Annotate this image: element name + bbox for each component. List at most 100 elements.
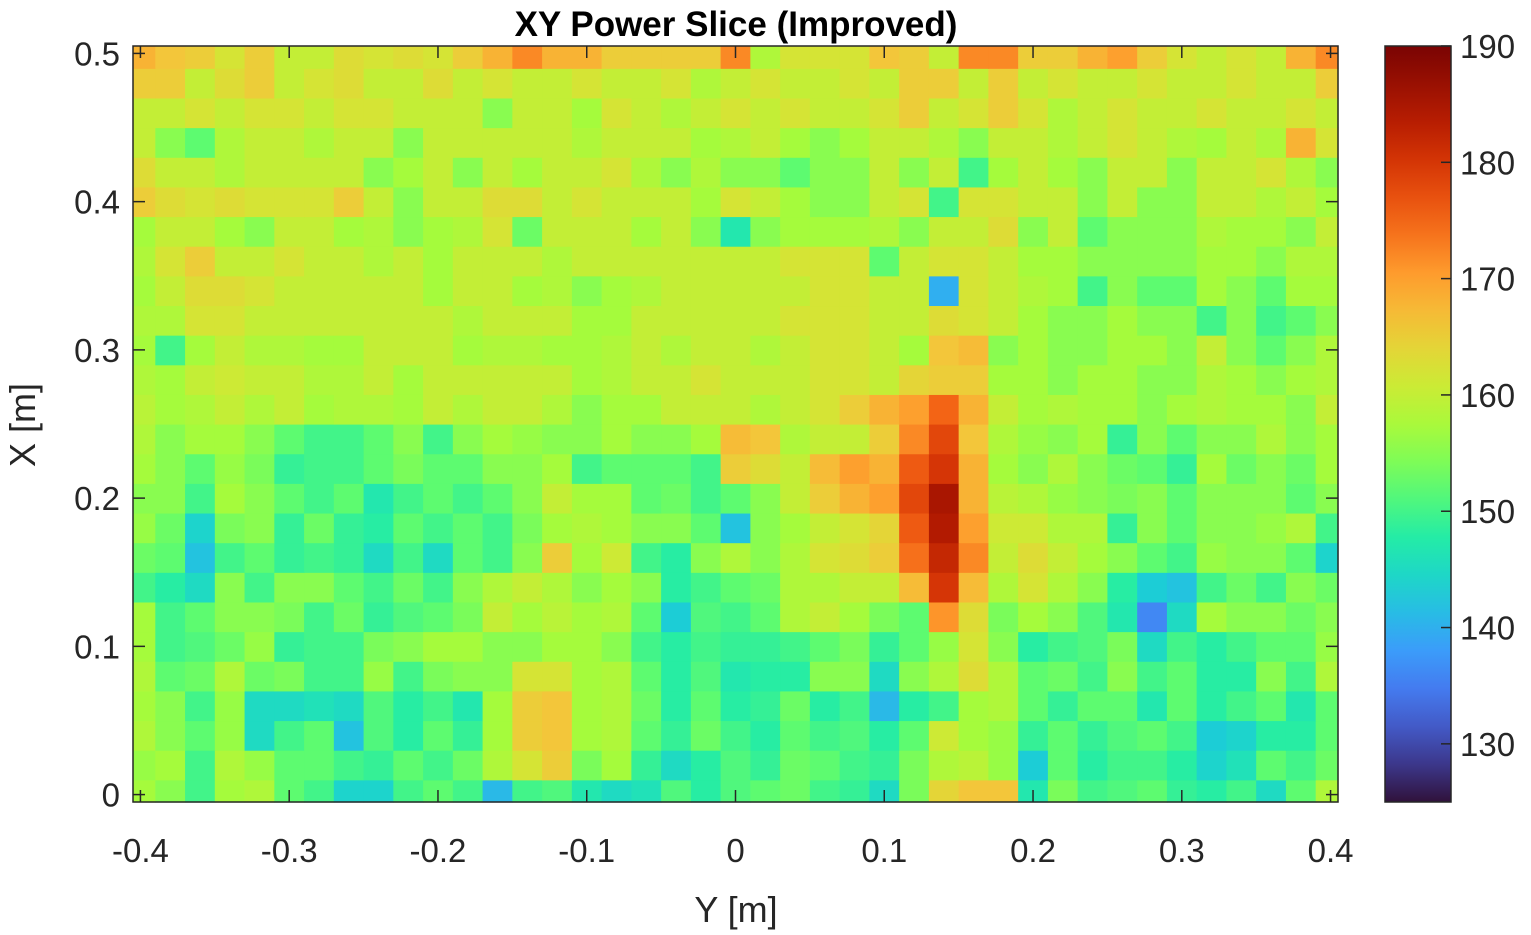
- heatmap-cell: [1226, 127, 1257, 158]
- heatmap-cell: [363, 424, 394, 455]
- heatmap-cell: [244, 305, 275, 336]
- heatmap-cell: [1285, 453, 1317, 484]
- heatmap-cell: [1166, 542, 1198, 573]
- heatmap-cell: [1285, 246, 1317, 277]
- heatmap-cell: [1285, 68, 1317, 99]
- x-tick-label: 0.4: [1308, 832, 1354, 869]
- heatmap-cell: [214, 690, 246, 722]
- heatmap-cell: [1077, 275, 1109, 307]
- heatmap-cell: [423, 394, 454, 425]
- heatmap-cell: [899, 97, 930, 129]
- heatmap-cell: [1196, 572, 1228, 603]
- heatmap-cell: [482, 542, 513, 573]
- heatmap-cell: [452, 335, 484, 366]
- heatmap-cell: [274, 335, 305, 366]
- heatmap-cell: [542, 661, 573, 692]
- heatmap-cell: [661, 68, 692, 99]
- heatmap-cell: [304, 68, 335, 99]
- heatmap-cell: [839, 246, 870, 277]
- heatmap-cell: [1196, 335, 1228, 366]
- heatmap-cell: [333, 186, 365, 218]
- heatmap-cell: [185, 453, 216, 484]
- heatmap-cell: [423, 572, 454, 603]
- heatmap-cell: [1256, 186, 1287, 218]
- heatmap-cell: [1315, 720, 1339, 751]
- heatmap-cell: [1285, 424, 1317, 455]
- heatmap-cell: [244, 46, 275, 69]
- heatmap-cell: [601, 631, 632, 662]
- heatmap-cell: [452, 424, 484, 455]
- heatmap-cell: [304, 750, 335, 781]
- heatmap-cell: [542, 305, 573, 336]
- heatmap-cell: [899, 46, 930, 69]
- heatmap-cell: [571, 631, 603, 662]
- heatmap-cell: [690, 186, 722, 218]
- heatmap-cell: [214, 631, 246, 662]
- heatmap-cell: [333, 483, 365, 514]
- heatmap-cell: [928, 631, 960, 662]
- heatmap-cell: [214, 68, 246, 99]
- heatmap-cell: [542, 127, 573, 158]
- heatmap-cell: [720, 453, 751, 484]
- heatmap-cell: [155, 572, 186, 603]
- heatmap-cell: [1077, 46, 1109, 69]
- heatmap-cell: [809, 46, 841, 69]
- heatmap-cell: [1018, 720, 1049, 751]
- heatmap-cell: [809, 186, 841, 218]
- heatmap-cell: [214, 394, 246, 425]
- heatmap-cell: [750, 46, 781, 69]
- colorbar-tick-label: 180: [1460, 144, 1515, 181]
- heatmap-cell: [363, 68, 394, 99]
- heatmap-cell: [1166, 68, 1198, 99]
- heatmap-cell: [1256, 720, 1287, 751]
- heatmap-cell: [809, 157, 841, 188]
- heatmap-cell: [1018, 424, 1049, 455]
- heatmap-cell: [1196, 720, 1228, 751]
- heatmap-cell: [571, 127, 603, 158]
- heatmap-cell: [542, 46, 573, 69]
- heatmap-cell: [601, 572, 632, 603]
- heatmap-cell: [244, 394, 275, 425]
- heatmap-cell: [214, 97, 246, 129]
- heatmap-cell: [1107, 572, 1138, 603]
- heatmap-cell: [1166, 335, 1198, 366]
- heatmap-cell: [780, 216, 811, 247]
- heatmap-cell: [512, 216, 543, 247]
- heatmap-cell: [1315, 275, 1339, 307]
- heatmap-cell: [423, 246, 454, 277]
- heatmap-cell: [1256, 601, 1287, 633]
- heatmap-cell: [869, 750, 900, 781]
- heatmap-cell: [690, 572, 722, 603]
- heatmap-cell: [1107, 275, 1138, 307]
- heatmap-cell: [631, 46, 662, 69]
- heatmap-cell: [185, 305, 216, 336]
- heatmap-cell: [899, 275, 930, 307]
- heatmap-cell: [780, 46, 811, 69]
- heatmap-cell: [133, 601, 156, 633]
- heatmap-cell: [1018, 216, 1049, 247]
- heatmap-cell: [690, 453, 722, 484]
- heatmap-cell: [1196, 690, 1228, 722]
- heatmap-cell: [899, 779, 930, 803]
- heatmap-cell: [601, 542, 632, 573]
- heatmap-cell: [631, 661, 662, 692]
- heatmap-cell: [244, 453, 275, 484]
- heatmap-cell: [155, 394, 186, 425]
- heatmap-cell: [1196, 275, 1228, 307]
- heatmap-cell: [1047, 186, 1079, 218]
- heatmap-cell: [750, 275, 781, 307]
- heatmap-cell: [304, 97, 335, 129]
- heatmap-cell: [571, 512, 603, 544]
- heatmap-cell: [720, 572, 751, 603]
- heatmap-cell: [512, 542, 543, 573]
- heatmap-cell: [661, 542, 692, 573]
- heatmap-cell: [542, 453, 573, 484]
- heatmap-cell: [839, 750, 870, 781]
- heatmap-cell: [1018, 186, 1049, 218]
- heatmap-cell: [988, 720, 1019, 751]
- heatmap-cell: [958, 127, 989, 158]
- heatmap-cell: [899, 246, 930, 277]
- heatmap-cell: [571, 275, 603, 307]
- heatmap-cell: [690, 512, 722, 544]
- heatmap-cell: [214, 542, 246, 573]
